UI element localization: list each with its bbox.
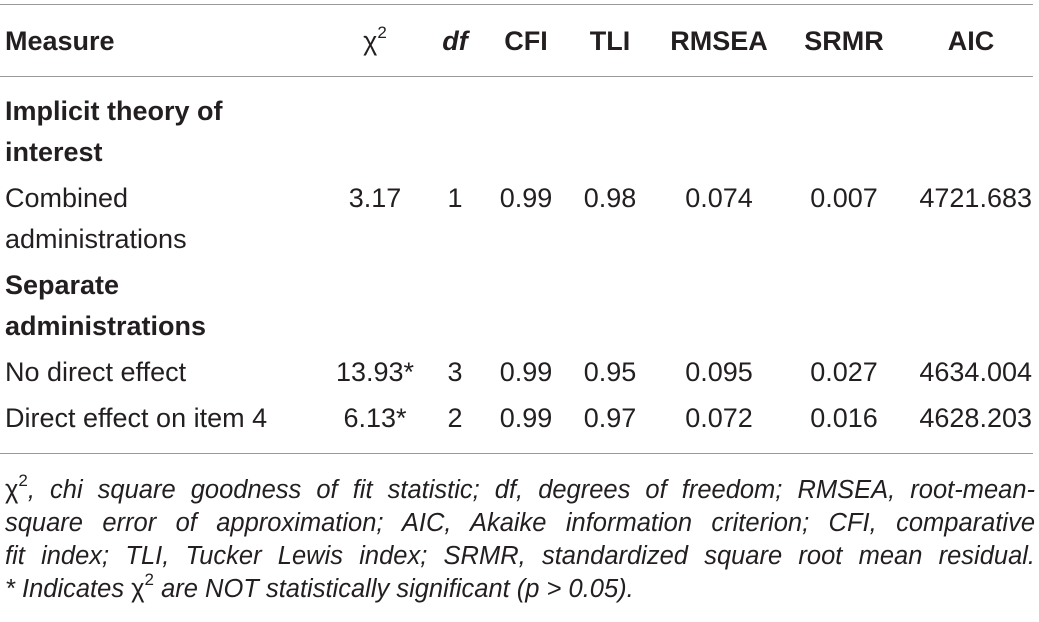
header-chi-square: χ2 [340, 21, 410, 61]
footnote-line-3: fit index; TLI, Tucker Lewis index; SRMR… [5, 542, 1035, 570]
cell-srmr: 0.007 [810, 183, 878, 213]
section-separate-line2: administrations [5, 311, 207, 341]
row-label: No direct effect [5, 357, 187, 387]
cell-srmr: 0.027 [810, 357, 878, 387]
cell-cfi: 0.99 [499, 183, 553, 213]
header-tli: TLI [589, 26, 631, 56]
header-aic: AIC [947, 26, 995, 56]
header-measure: Measure [5, 26, 115, 56]
footnote-line4-chi-symbol: χ [131, 575, 145, 603]
table-top-rule [0, 4, 1033, 5]
row-label-line1: Combined [5, 183, 129, 213]
section-implicit-theory-line1: Implicit theory of [5, 96, 223, 126]
cell-tli: 0.97 [583, 403, 637, 433]
table-bottom-rule [0, 453, 1033, 454]
row-label: Direct effect on item 4 [5, 403, 268, 433]
cell-tli: 0.98 [583, 183, 637, 213]
footnote-line4-chi-superscript: 2 [144, 570, 155, 589]
section-separate-line1: Separate [5, 270, 120, 300]
cell-rmsea: 0.095 [685, 357, 753, 387]
row-label-line2: administrations [5, 224, 187, 254]
cell-cfi: 0.99 [499, 403, 553, 433]
header-srmr: SRMR [804, 26, 884, 56]
footnote-line1-text: , chi square goodness of fit statistic; … [27, 476, 1035, 504]
footnote-line4-suffix: are NOT statistically significant (p > 0… [154, 575, 634, 603]
header-cfi: CFI [504, 26, 548, 56]
table-footnote: χ2, chi square goodness of fit statistic… [5, 471, 1035, 606]
chi-superscript: 2 [377, 23, 387, 42]
cell-df: 1 [447, 183, 463, 213]
cell-rmsea: 0.074 [685, 183, 753, 213]
header-rule [0, 76, 1033, 77]
cell-srmr: 0.016 [810, 403, 878, 433]
cell-chi: 6.13* [343, 403, 407, 433]
header-rmsea: RMSEA [670, 26, 768, 56]
footnote-line-2: square error of approximation; AIC, Akai… [5, 509, 1035, 537]
footnote-line-4: * Indicates χ2 are NOT statistically sig… [5, 570, 1035, 606]
cell-chi: 3.17 [348, 183, 402, 213]
cell-aic: 4628.203 [919, 403, 1032, 433]
chi-symbol: χ [363, 26, 378, 56]
cell-df: 2 [447, 403, 463, 433]
footnote-line-1: χ2, chi square goodness of fit statistic… [5, 471, 1035, 507]
cell-aic: 4634.004 [919, 357, 1032, 387]
cell-rmsea: 0.072 [685, 403, 753, 433]
cell-chi: 13.93* [335, 357, 415, 387]
footnote-chi-superscript: 2 [18, 471, 28, 490]
cell-df: 3 [447, 357, 463, 387]
cell-aic: 4721.683 [919, 183, 1032, 213]
section-implicit-theory-line2: interest [5, 137, 103, 167]
cell-tli: 0.95 [583, 357, 637, 387]
header-df: df [442, 26, 468, 56]
footnote-chi-symbol: χ [5, 476, 19, 504]
cell-cfi: 0.99 [499, 357, 553, 387]
footnote-line4-prefix: * Indicates [5, 575, 132, 603]
